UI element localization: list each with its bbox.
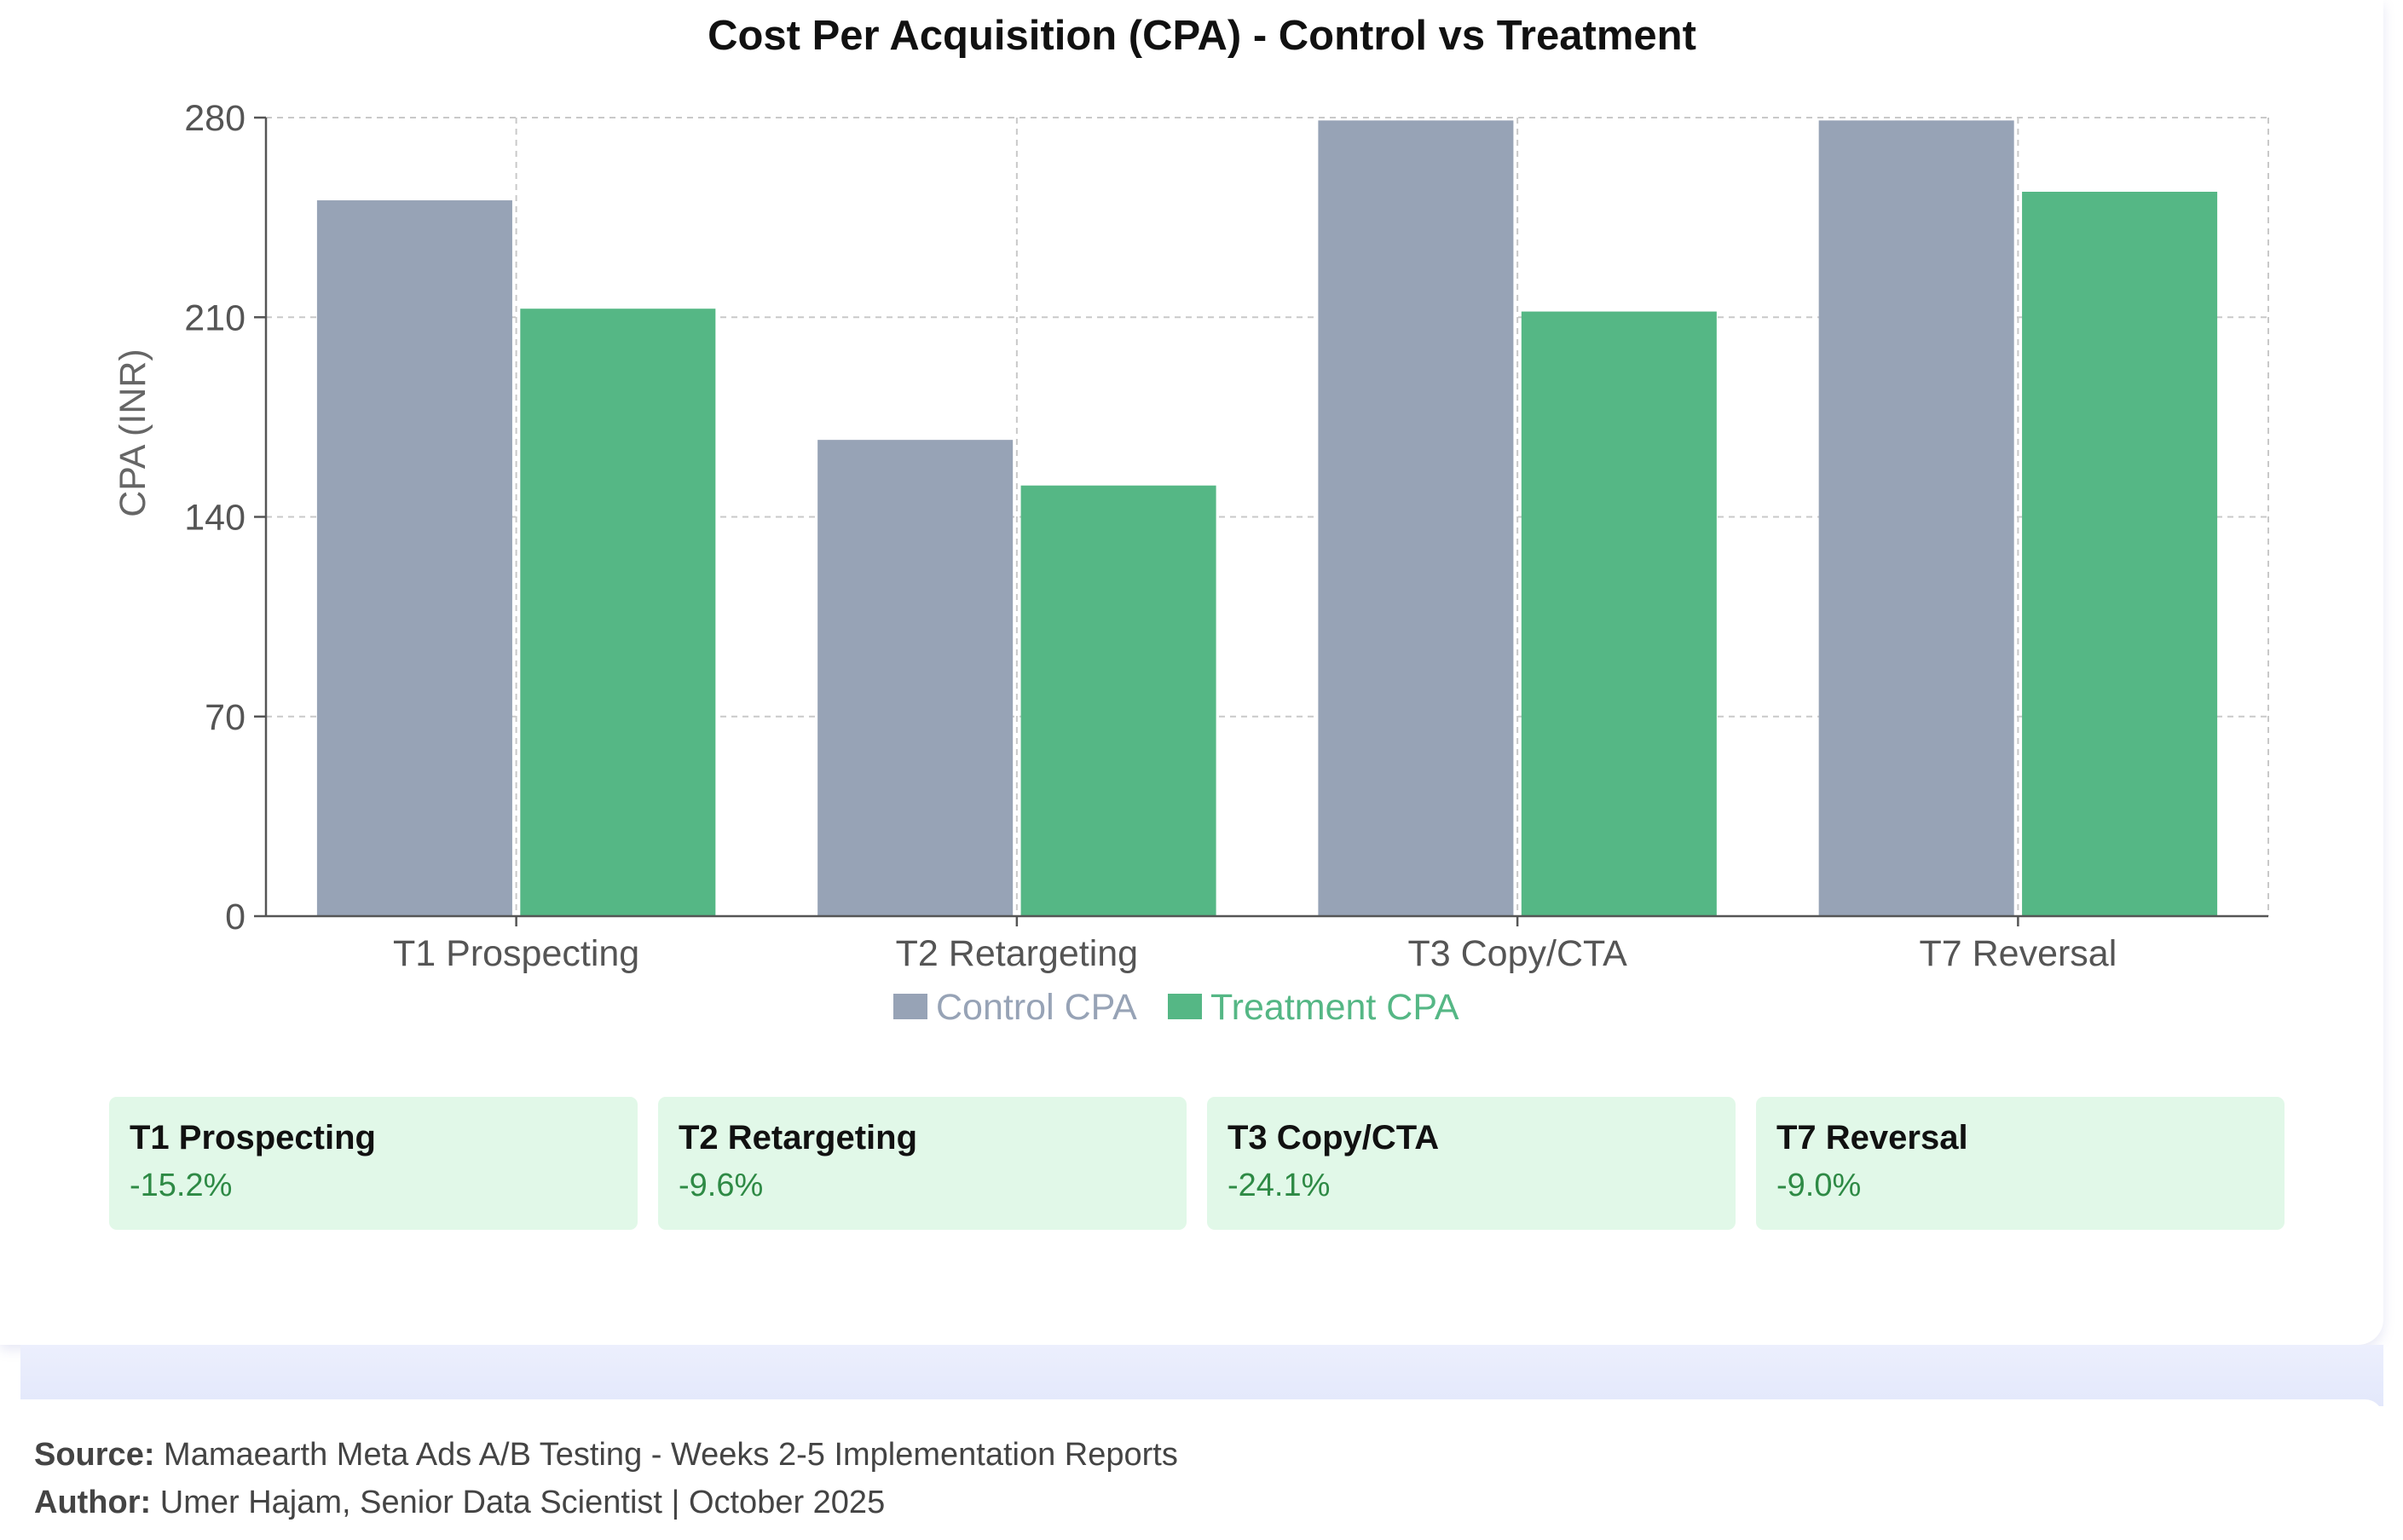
bar-treatment-3: [1521, 311, 1717, 916]
y-axis-label: CPA (INR): [113, 349, 153, 517]
x-tick-label: T7 Reversal: [1919, 933, 2117, 974]
y-tick-label: 210: [184, 297, 245, 338]
legend-label-2: Treatment CPA: [1210, 987, 1459, 1028]
summary-box-label: T3 Copy/CTA: [1227, 1119, 1440, 1156]
legend-swatch-1: [893, 994, 927, 1019]
cpa-bar-chart: Cost Per Acquisition (CPA) - Control vs …: [113, 13, 2269, 1028]
summary-box-t7: T7 Reversal -9.0%: [1756, 1097, 2285, 1230]
y-tick-label: 280: [184, 98, 245, 139]
bar-control-3: [1318, 120, 1514, 916]
bar-control-4: [1818, 120, 2014, 916]
summary-box-t2: T2 Retargeting -9.6%: [658, 1097, 1187, 1230]
source-label: Source:: [34, 1437, 155, 1473]
footer-panel: Source: Mamaearth Meta Ads A/B Testing -…: [20, 1399, 2383, 1540]
x-tick-label: T1 Prospecting: [393, 933, 639, 974]
summary-box-change: -9.6%: [679, 1168, 764, 1203]
author-line: Author: Umer Hajam, Senior Data Scientis…: [34, 1485, 885, 1521]
author-label: Author:: [34, 1485, 152, 1520]
legend: Control CPA Treatment CPA: [893, 987, 1459, 1028]
y-tick-label: 140: [184, 498, 245, 539]
summary-boxes: T1 Prospecting -15.2% T2 Retargeting -9.…: [109, 1097, 2285, 1230]
bar-control-1: [316, 200, 512, 916]
axis-layer: 0 70 140 210 280 T1 Prospecting T2 Retargeting…: [184, 98, 2268, 974]
author-text: Umer Hajam, Senior Data Scientist | Octo…: [159, 1485, 886, 1520]
summary-box-change: -24.1%: [1227, 1168, 1331, 1203]
legend-label-1: Control CPA: [936, 987, 1137, 1028]
chart-title: Cost Per Acquisition (CPA) - Control vs …: [708, 13, 1696, 59]
y-tick-label: 70: [205, 697, 245, 738]
summary-box-label: T2 Retargeting: [679, 1119, 918, 1156]
bar-layer: [316, 120, 2218, 917]
card-bottom-band: [20, 1345, 2383, 1406]
source-line: Source: Mamaearth Meta Ads A/B Testing -…: [34, 1437, 1178, 1474]
y-tick-label: 0: [225, 897, 245, 937]
x-tick-label: T2 Retargeting: [896, 933, 1138, 974]
bar-control-2: [817, 440, 1014, 916]
summary-box-change: -15.2%: [130, 1168, 233, 1203]
bar-treatment-1: [520, 309, 716, 917]
source-text: Mamaearth Meta Ads A/B Testing - Weeks 2…: [164, 1437, 1178, 1473]
summary-box-t3: T3 Copy/CTA -24.1%: [1207, 1097, 1736, 1230]
summary-box-label: T1 Prospecting: [130, 1119, 376, 1156]
bar-treatment-4: [2022, 192, 2218, 916]
bar-treatment-2: [1020, 485, 1216, 916]
summary-box-t1: T1 Prospecting -15.2%: [109, 1097, 638, 1230]
x-tick-label: T3 Copy/CTA: [1407, 933, 1627, 974]
legend-swatch-2: [1168, 994, 1202, 1019]
summary-box-label: T7 Reversal: [1776, 1119, 1968, 1156]
summary-box-change: -9.0%: [1776, 1168, 1862, 1203]
